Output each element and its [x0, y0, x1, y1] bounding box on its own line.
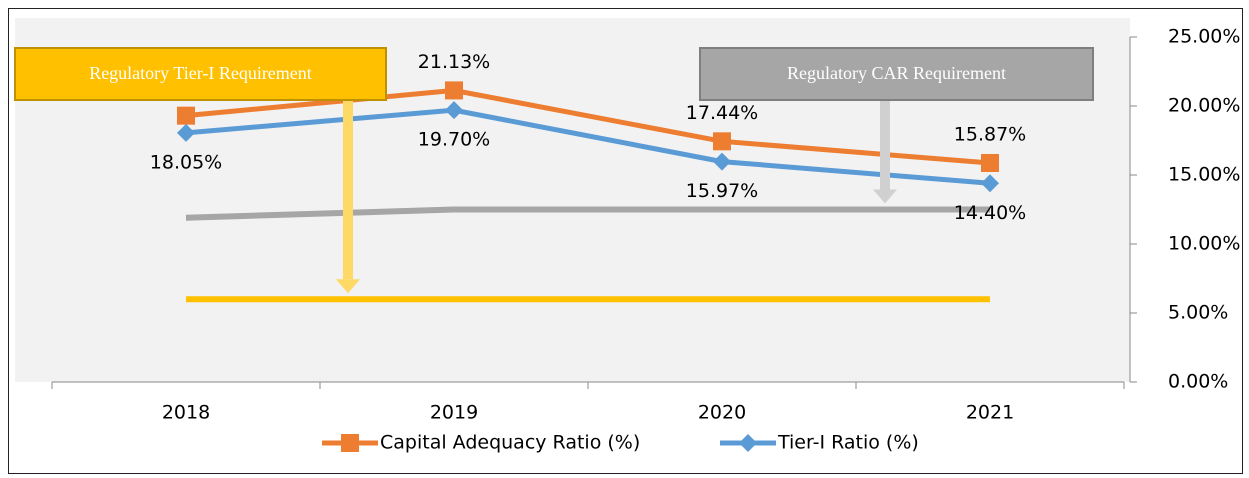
x-tick-label: 2018 — [162, 402, 210, 424]
annotation-arrow-shaft — [880, 100, 890, 190]
y-tick-label: 15.00% — [1168, 164, 1240, 186]
annotation-arrow-shaft — [343, 100, 353, 280]
data-label: 17.44% — [686, 102, 758, 124]
marker — [177, 106, 195, 125]
series-line — [185, 87, 991, 166]
data-label: 15.87% — [954, 123, 1026, 145]
y-tick-label: 25.00% — [1168, 26, 1240, 48]
legend-marker — [341, 434, 359, 452]
marker — [713, 132, 731, 151]
data-label: 15.97% — [686, 180, 758, 202]
marker — [445, 81, 463, 100]
series-line — [185, 107, 991, 186]
annotation-box — [14, 47, 387, 101]
marker — [981, 174, 999, 193]
reference-line — [185, 206, 990, 221]
annotation-box — [699, 47, 1094, 101]
legend-marker — [739, 434, 757, 452]
legend-label: Capital Adequacy Ratio (%) — [380, 432, 640, 454]
marker — [713, 152, 731, 171]
annotation-text: Regulatory Tier-I Requirement — [89, 63, 312, 83]
marker — [981, 153, 999, 172]
y-tick-label: 5.00% — [1168, 302, 1228, 324]
legend-label: Tier-I Ratio (%) — [777, 432, 919, 454]
data-label: 21.13% — [418, 51, 490, 73]
annotation-arrow-head — [873, 189, 897, 204]
x-tick-label: 2019 — [430, 402, 478, 424]
y-tick-label: 10.00% — [1168, 233, 1240, 255]
annotation-arrow-head — [336, 279, 360, 294]
marker — [177, 123, 195, 142]
marker — [445, 101, 463, 120]
x-tick-label: 2020 — [698, 402, 746, 424]
y-tick-label: 0.00% — [1168, 371, 1228, 393]
data-label: 18.05% — [150, 151, 222, 173]
x-tick-label: 2021 — [966, 402, 1014, 424]
annotation-text: Regulatory CAR Requirement — [787, 63, 1006, 83]
y-tick-label: 20.00% — [1168, 95, 1240, 117]
data-label: 19.70% — [418, 129, 490, 151]
data-label: 14.40% — [954, 202, 1026, 224]
